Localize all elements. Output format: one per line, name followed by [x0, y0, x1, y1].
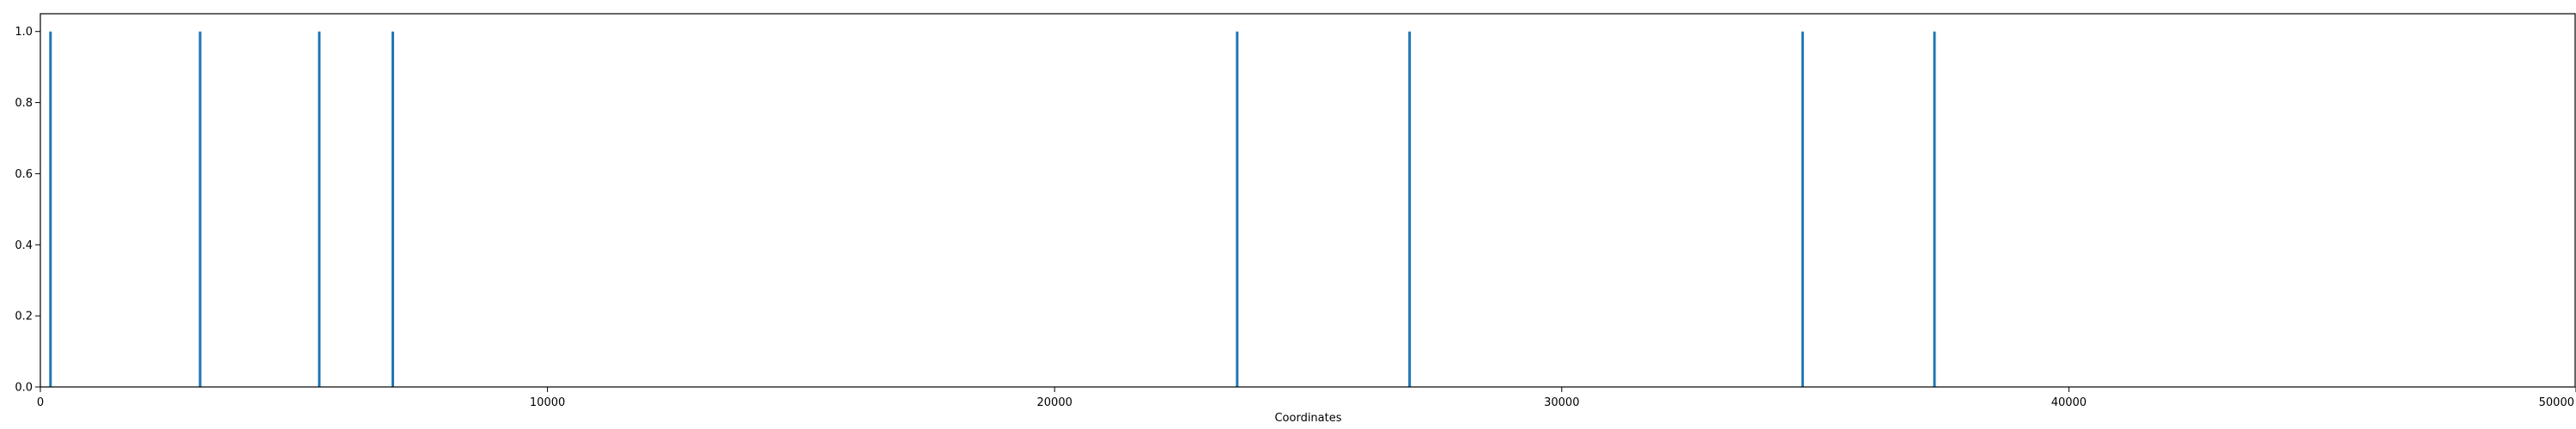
x-tick-label: 10000 [530, 396, 565, 409]
x-axis-ticks: 0 10000 20000 30000 40000 50000 [37, 387, 2576, 409]
x-axis-label: Coordinates [1274, 412, 1341, 425]
x-tick-label: 0 [37, 396, 44, 409]
x-tick-label: 20000 [1037, 396, 1072, 409]
y-axis-ticks: 0.0 0.2 0.4 0.6 0.8 1.0 [15, 26, 40, 395]
y-tick-label: 0.0 [15, 382, 33, 395]
y-tick-label: 0.8 [15, 97, 33, 110]
bars-layer [49, 31, 1936, 387]
y-tick-label: 0.4 [15, 239, 33, 252]
y-tick-label: 0.6 [15, 168, 33, 181]
x-tick-label: 50000 [2539, 396, 2574, 409]
plot-frame [39, 13, 2576, 388]
x-tick-label: 30000 [1544, 396, 1579, 409]
y-tick-label: 1.0 [15, 26, 33, 39]
x-tick-label: 40000 [2051, 396, 2087, 409]
y-tick-label: 0.2 [15, 311, 33, 323]
